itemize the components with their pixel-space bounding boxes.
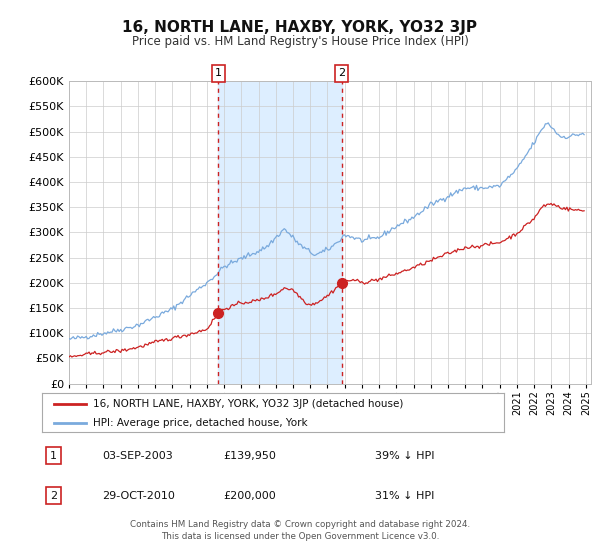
Text: HPI: Average price, detached house, York: HPI: Average price, detached house, York bbox=[93, 418, 307, 427]
Text: 2: 2 bbox=[50, 491, 57, 501]
Text: 03-SEP-2003: 03-SEP-2003 bbox=[102, 451, 173, 461]
Text: Contains HM Land Registry data © Crown copyright and database right 2024.
This d: Contains HM Land Registry data © Crown c… bbox=[130, 520, 470, 541]
Text: Price paid vs. HM Land Registry's House Price Index (HPI): Price paid vs. HM Land Registry's House … bbox=[131, 35, 469, 48]
Text: 2: 2 bbox=[338, 68, 345, 78]
Text: 16, NORTH LANE, HAXBY, YORK, YO32 3JP (detached house): 16, NORTH LANE, HAXBY, YORK, YO32 3JP (d… bbox=[93, 399, 403, 409]
Text: 16, NORTH LANE, HAXBY, YORK, YO32 3JP: 16, NORTH LANE, HAXBY, YORK, YO32 3JP bbox=[122, 20, 478, 35]
Text: 39% ↓ HPI: 39% ↓ HPI bbox=[374, 451, 434, 461]
Text: 31% ↓ HPI: 31% ↓ HPI bbox=[374, 491, 434, 501]
Text: £200,000: £200,000 bbox=[224, 491, 276, 501]
Text: £139,950: £139,950 bbox=[223, 451, 277, 461]
Text: 1: 1 bbox=[50, 451, 57, 461]
Text: 29-OCT-2010: 29-OCT-2010 bbox=[102, 491, 175, 501]
Text: 1: 1 bbox=[215, 68, 222, 78]
Bar bbox=[218, 81, 342, 384]
